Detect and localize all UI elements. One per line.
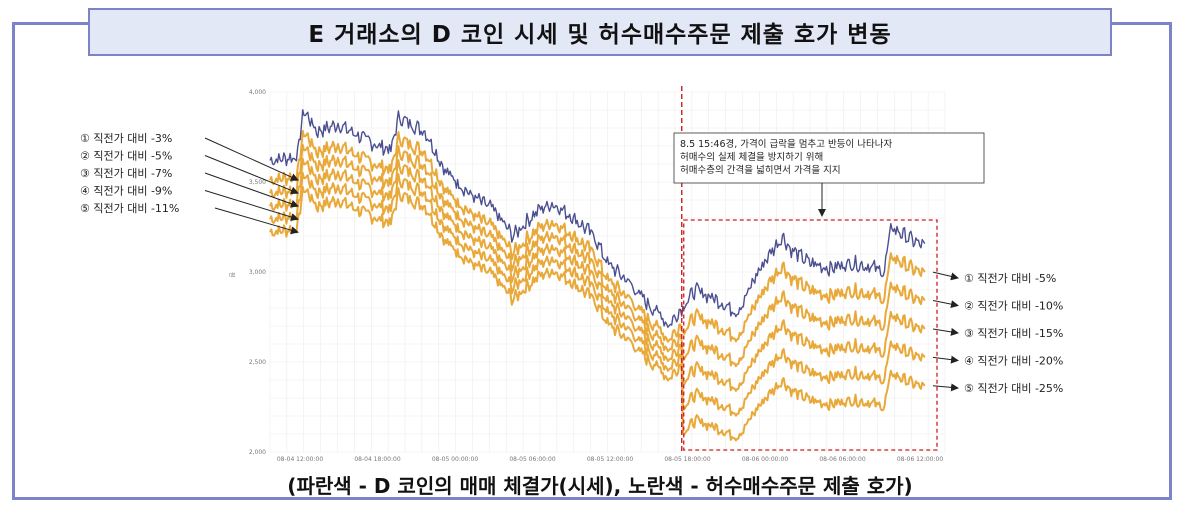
x-tick-label: 08-05 18:00:00 bbox=[664, 456, 710, 463]
order-line-2 bbox=[269, 143, 926, 368]
annotation-line: 허매수의 실제 체결을 방지하기 위해 bbox=[680, 151, 823, 163]
price-line bbox=[269, 109, 926, 328]
x-tick-label: 08-04 12:00:00 bbox=[277, 456, 323, 463]
y-axis-ticks: 2,000 2,500 3,000 3,500 4,000 bbox=[249, 89, 266, 456]
annotation-line: 8.5 15:46경, 가격이 급락을 멈추고 반등이 나타나자 bbox=[680, 138, 892, 150]
order-line-3 bbox=[269, 157, 926, 392]
right-offset-label: ④ 직전가 대비 -20% bbox=[964, 355, 1063, 368]
order-line-5 bbox=[269, 186, 926, 442]
y-tick-label: 3,000 bbox=[249, 269, 266, 276]
left-offset-labels: ① 직전가 대비 -3% ② 직전가 대비 -5% ③ 직전가 대비 -7% ④ 직전… bbox=[80, 132, 299, 235]
left-offset-arrow bbox=[204, 190, 299, 221]
right-offset-arrow bbox=[932, 300, 959, 309]
x-tick-label: 08-06 00:00:00 bbox=[742, 456, 788, 463]
right-offset-label: ① 직전가 대비 -5% bbox=[964, 272, 1056, 285]
right-offset-label: ③ 직전가 대비 -15% bbox=[964, 327, 1063, 340]
order-line-4 bbox=[269, 172, 926, 417]
right-offset-arrow bbox=[932, 383, 959, 392]
event-highlight-box bbox=[683, 219, 938, 451]
chart-title: E 거래소의 D 코인 시세 및 허수매수주문 제출 호가 변동 bbox=[88, 8, 1112, 56]
y-tick-label: 4,000 bbox=[249, 89, 266, 96]
x-tick-label: 08-06 06:00:00 bbox=[819, 456, 865, 463]
y-axis-unit: 원 bbox=[228, 272, 236, 278]
left-offset-arrow bbox=[204, 137, 299, 181]
left-offset-arrow bbox=[204, 155, 299, 195]
order-lines-layer bbox=[269, 129, 926, 442]
left-offset-label: ④ 직전가 대비 -9% bbox=[80, 185, 172, 198]
x-tick-label: 08-05 06:00:00 bbox=[509, 456, 555, 463]
y-tick-label: 2,500 bbox=[249, 359, 266, 366]
annotation-line: 허매수층의 간격을 넓히면서 가격을 지지 bbox=[680, 164, 841, 176]
right-offset-label: ⑤ 직전가 대비 -25% bbox=[964, 382, 1063, 395]
left-offset-arrow bbox=[204, 172, 299, 208]
annotation-frame bbox=[673, 132, 985, 184]
price-line-layer bbox=[269, 109, 926, 328]
left-offset-label: ② 직전가 대비 -5% bbox=[80, 150, 172, 163]
right-offset-arrow bbox=[932, 327, 959, 336]
right-offset-labels: ① 직전가 대비 -5% ② 직전가 대비 -10% ③ 직전가 대비 -15% ④ … bbox=[932, 271, 1063, 395]
chart-caption: (파란색 - D 코인의 매매 체결가(시세), 노란색 - 허수매수주문 제출… bbox=[287, 474, 913, 498]
x-axis-ticks: 08-04 12:00:00 08-04 18:00:00 08-05 00:00:… bbox=[277, 456, 943, 463]
right-offset-arrow bbox=[932, 355, 959, 364]
right-offset-label: ② 직전가 대비 -10% bbox=[964, 300, 1063, 313]
left-offset-label: ⑤ 직전가 대비 -11% bbox=[80, 202, 179, 215]
right-offset-arrow bbox=[932, 271, 959, 281]
left-offset-label: ③ 직전가 대비 -7% bbox=[80, 167, 172, 180]
left-offset-label: ① 직전가 대비 -3% bbox=[80, 132, 172, 145]
left-offset-arrow bbox=[214, 207, 299, 235]
x-tick-label: 08-06 12:00:00 bbox=[897, 456, 943, 463]
y-tick-label: 2,000 bbox=[249, 449, 266, 456]
y-tick-label: 3,500 bbox=[249, 179, 266, 186]
x-tick-label: 08-04 18:00:00 bbox=[354, 456, 400, 463]
order-line-1 bbox=[269, 129, 926, 343]
x-tick-label: 08-05 12:00:00 bbox=[587, 456, 633, 463]
x-tick-label: 08-05 00:00:00 bbox=[432, 456, 478, 463]
